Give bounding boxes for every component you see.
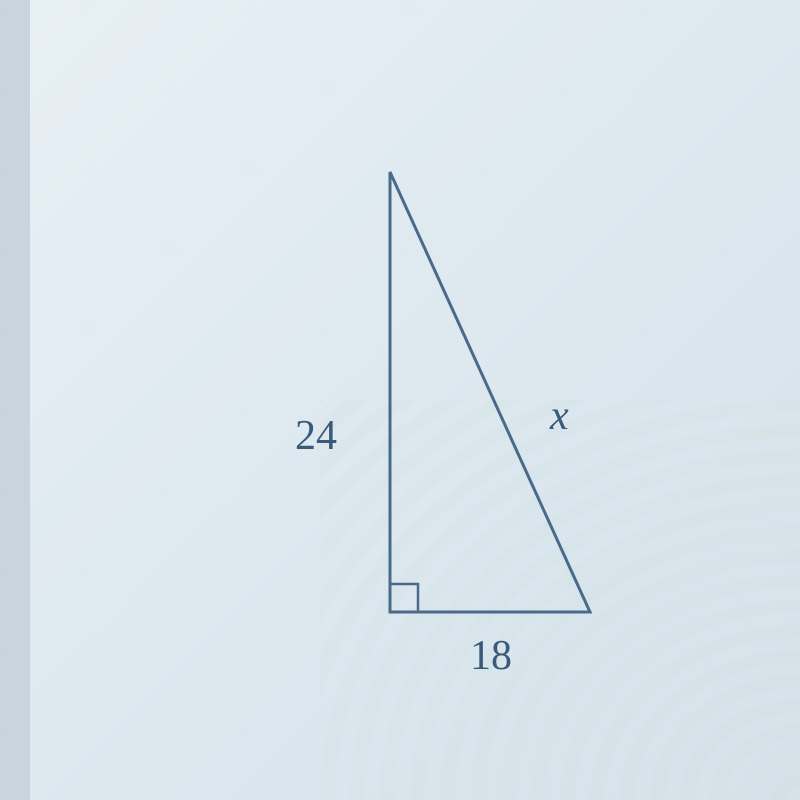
triangle-svg <box>100 112 700 712</box>
right-angle-marker <box>390 584 418 612</box>
label-vertical-leg: 24 <box>295 412 337 460</box>
label-horizontal-leg: 18 <box>470 632 512 680</box>
triangle-diagram: 24 18 x <box>100 112 700 712</box>
label-hypotenuse: x <box>550 392 569 440</box>
